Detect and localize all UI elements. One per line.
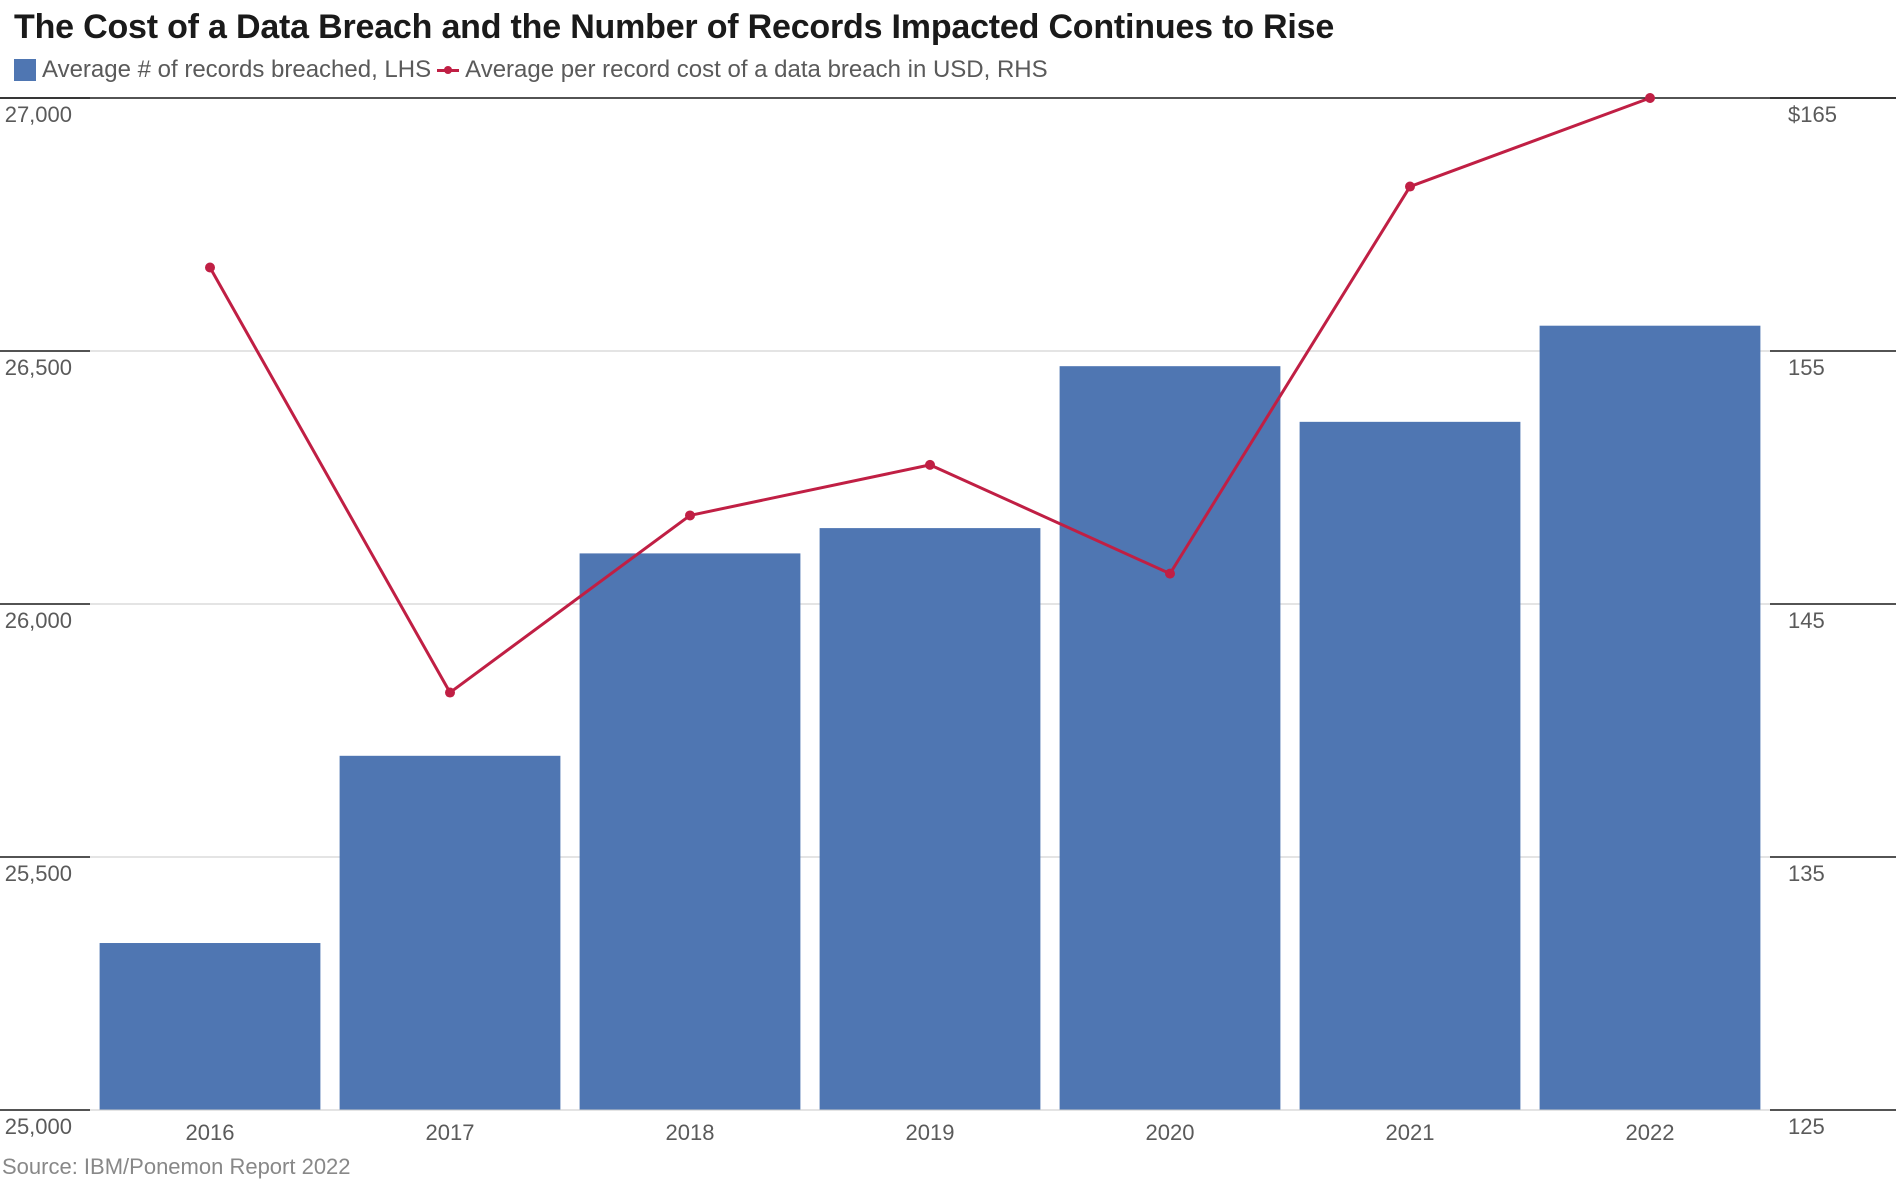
x-tick-label: 2019 [906, 1120, 955, 1145]
bar [340, 756, 561, 1110]
x-tick-label: 2018 [666, 1120, 715, 1145]
y-right-tick-label: 125 [1788, 1114, 1825, 1139]
y-left-tick-label: 26,000 [5, 608, 72, 633]
y-left-tick-label: 26,500 [5, 355, 72, 380]
line-marker [205, 263, 215, 273]
y-right-tick-label: 155 [1788, 355, 1825, 380]
line-marker [1645, 93, 1655, 103]
x-tick-label: 2016 [186, 1120, 235, 1145]
bar [1300, 422, 1521, 1110]
chart-svg: 25,000 25,500 26,000 26,500 27,000 125 135 145 1… [0, 0, 1896, 1186]
bar [1060, 366, 1281, 1110]
x-tick-label: 2022 [1626, 1120, 1675, 1145]
bar [820, 528, 1041, 1110]
y-left-tick-label: 25,000 [5, 1114, 72, 1139]
y-left-tick-label: 27,000 [5, 102, 72, 127]
line-marker [1405, 182, 1415, 192]
line-marker [685, 510, 695, 520]
bar [1540, 326, 1761, 1110]
chart-container: The Cost of a Data Breach and the Number… [0, 0, 1896, 1186]
y-right-tick-label: $165 [1788, 102, 1837, 127]
x-tick-label: 2021 [1386, 1120, 1435, 1145]
line-marker [445, 688, 455, 698]
x-tick-label: 2020 [1146, 1120, 1195, 1145]
bar [580, 553, 801, 1110]
x-tick-label: 2017 [426, 1120, 475, 1145]
line-marker [925, 460, 935, 470]
y-right-tick-label: 135 [1788, 861, 1825, 886]
bar [100, 943, 321, 1110]
source-text: Source: IBM/Ponemon Report 2022 [2, 1154, 351, 1180]
y-right-tick-label: 145 [1788, 608, 1825, 633]
y-left-tick-label: 25,500 [5, 861, 72, 886]
line-marker [1165, 569, 1175, 579]
